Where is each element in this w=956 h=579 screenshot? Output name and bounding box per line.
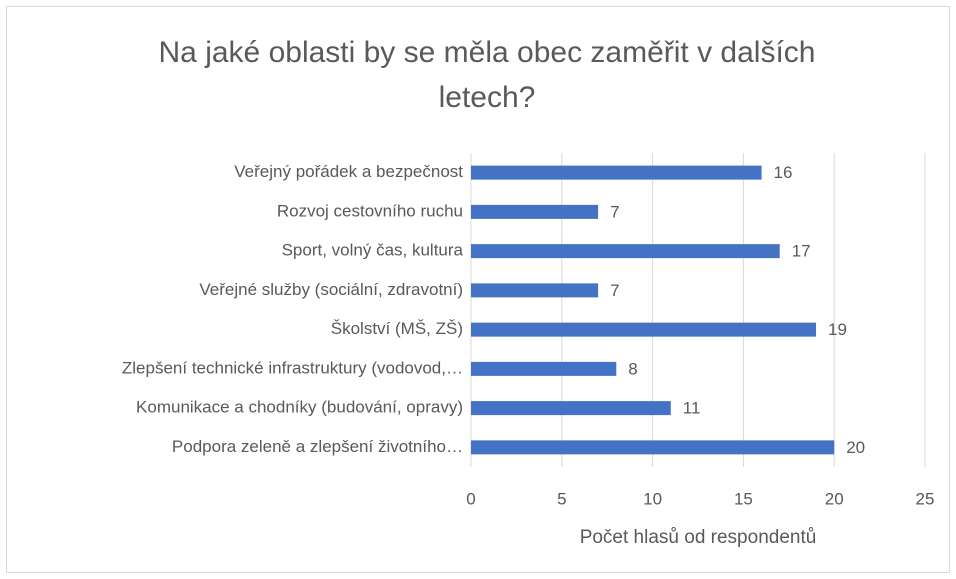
data-label: 7 xyxy=(610,281,619,300)
bar xyxy=(471,204,599,219)
data-label: 19 xyxy=(828,320,847,339)
x-tick-label: 15 xyxy=(734,489,753,508)
y-tick-label: Školství (MŠ, ZŠ) xyxy=(331,319,463,338)
data-label: 7 xyxy=(610,202,619,221)
x-tick-label: 10 xyxy=(643,489,662,508)
bar xyxy=(471,283,599,298)
bar xyxy=(471,440,835,455)
data-label: 17 xyxy=(792,242,811,261)
y-tick-label: Podpora zeleně a zlepšení životního… xyxy=(172,437,463,456)
x-tick-label: 0 xyxy=(466,489,475,508)
data-label: 16 xyxy=(774,163,793,182)
data-label: 8 xyxy=(628,359,637,378)
y-tick-label: Sport, volný čas, kultura xyxy=(282,241,464,260)
x-tick-label: 5 xyxy=(557,489,566,508)
chart-title: Na jaké oblasti by se měla obec zaměřit … xyxy=(158,36,816,114)
data-label: 11 xyxy=(683,399,701,418)
bar xyxy=(471,244,780,259)
y-tick-label: Veřejný pořádek a bezpečnost xyxy=(234,162,463,181)
y-tick-label: Zlepšení technické infrastruktury (vodov… xyxy=(122,358,463,377)
x-axis-title: Počet hlasů od respondentů xyxy=(580,527,817,548)
data-label: 20 xyxy=(846,438,865,457)
y-tick-label: Komunikace a chodníky (budování, opravy) xyxy=(136,398,463,417)
x-tick-label: 25 xyxy=(916,489,935,508)
y-tick-label: Veřejné služby (sociální, zdravotní) xyxy=(199,280,463,299)
y-tick-label: Rozvoj cestovního ruchu xyxy=(277,201,463,220)
bar xyxy=(471,165,762,180)
bar xyxy=(471,322,817,337)
bar xyxy=(471,361,617,376)
x-tick-label: 20 xyxy=(825,489,844,508)
bar xyxy=(471,401,671,416)
